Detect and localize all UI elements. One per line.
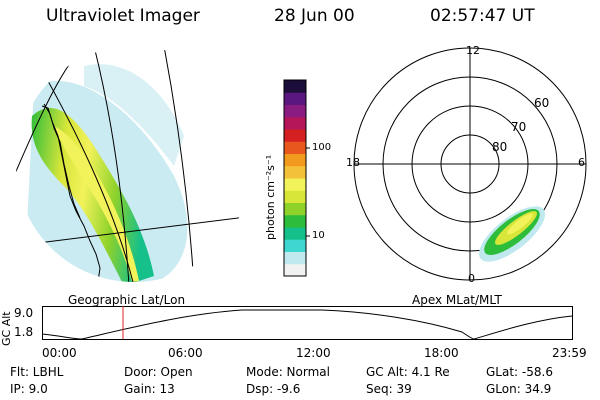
time-label: 02:57:47 UT — [430, 6, 535, 26]
colorbar-swatch — [284, 92, 306, 105]
colorbar-swatch — [284, 239, 306, 252]
lat-label-60: 60 — [534, 96, 550, 110]
colorbar-swatch — [284, 202, 306, 216]
mlt-label-6: 6 — [578, 156, 585, 169]
colorbar-unit-label: photon cm⁻²s⁻¹ — [264, 154, 277, 240]
alt-axis-label: GC Alt — [0, 311, 13, 346]
colorbar-swatch — [284, 80, 306, 93]
colorbar-swatch — [284, 178, 306, 191]
colorbar-swatch — [284, 141, 306, 154]
colorbar-tick-10: 10 — [312, 230, 325, 241]
info-ip: IP: 9.0 — [10, 382, 48, 396]
mlt-label-0: 0 — [468, 272, 475, 285]
info-gain: Gain: 13 — [124, 382, 175, 396]
colorbar — [283, 79, 310, 277]
alt-xtick-4: 23:59 — [552, 346, 587, 360]
colorbar-swatch — [284, 165, 306, 179]
info-door: Door: Open — [124, 365, 193, 379]
colorbar-swatch — [284, 116, 306, 130]
alt-xtick-0: 00:00 — [42, 346, 77, 360]
mlt-label-18: 18 — [346, 156, 360, 169]
alt-xtick-2: 12:00 — [296, 346, 331, 360]
colorbar-swatch — [284, 263, 306, 277]
colorbar-tick-100: 100 — [312, 142, 332, 153]
lat-label-70: 70 — [511, 120, 527, 134]
info-mode: Mode: Normal — [246, 365, 330, 379]
right-panel-caption: Apex MLat/MLT — [412, 293, 502, 307]
geographic-image — [16, 46, 252, 282]
info-seq: Seq: 39 — [366, 382, 412, 396]
info-dsp: Dsp: -9.6 — [246, 382, 301, 396]
polar-plot — [353, 47, 587, 281]
alt-xtick-3: 18:00 — [424, 346, 459, 360]
colorbar-swatch — [284, 104, 306, 118]
colorbar-swatch — [284, 214, 306, 228]
altitude-plot — [41, 306, 573, 340]
colorbar-swatch — [284, 129, 306, 142]
lat-label-80: 80 — [492, 140, 508, 154]
info-gcalt: GC Alt: 4.1 Re — [366, 365, 450, 379]
colorbar-swatch — [284, 251, 306, 265]
polar-aurora — [478, 206, 546, 262]
alt-ytick-9: 9.0 — [14, 306, 34, 320]
colorbar-swatch — [284, 227, 306, 240]
alt-xtick-1: 06:00 — [168, 346, 203, 360]
info-flt: Flt: LBHL — [10, 365, 64, 379]
mlt-label-12: 12 — [466, 44, 480, 57]
date-label: 28 Jun 00 — [274, 6, 355, 26]
left-panel-caption: Geographic Lat/Lon — [68, 293, 186, 307]
colorbar-swatch — [284, 153, 306, 167]
info-glat: GLat: -58.6 — [486, 365, 553, 379]
alt-ytick-1.8: 1.8 — [14, 325, 34, 339]
info-glon: GLon: 34.9 — [486, 382, 552, 396]
altitude-curve — [41, 309, 573, 340]
colorbar-swatch — [284, 190, 306, 203]
instrument-title: Ultraviolet Imager — [46, 6, 200, 26]
